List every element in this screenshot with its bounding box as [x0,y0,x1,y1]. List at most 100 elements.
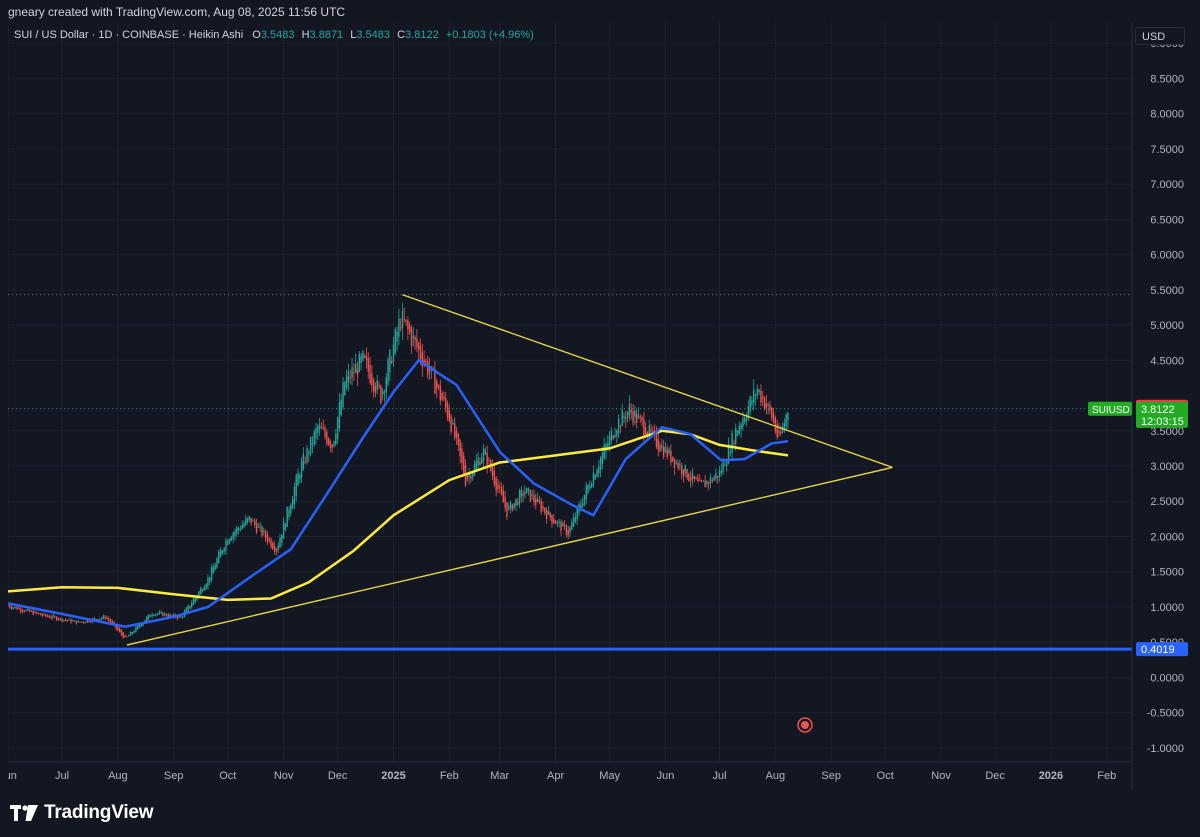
y-tick-label: 2.0000 [1150,531,1184,543]
descending-trendline [402,294,893,469]
candle-body [749,396,751,413]
candle-body [176,616,179,619]
candle-body [765,403,768,408]
candle-body [151,614,153,617]
candle-body [279,537,281,548]
candle-body [653,430,656,433]
y-tick-label: -0.5000 [1147,708,1184,720]
x-tick-label: Jul [55,770,69,782]
candle-body [317,426,319,433]
candle-body [632,410,634,423]
candle-body [545,510,548,519]
x-tick-label: Dec [328,770,348,782]
candle-body [641,417,643,421]
candle-body [608,435,611,446]
candle-body [693,475,695,479]
candle-body [198,591,200,598]
tradingview-logo[interactable]: TradingView [10,801,154,825]
candle-body [322,427,324,429]
candle-body [587,484,589,493]
candle-body [155,613,157,616]
candle-body [599,457,602,470]
candle-body [502,490,505,503]
candle-body [704,480,706,488]
candle-body [538,500,541,503]
candle-body [227,540,229,546]
candle-body [245,518,247,526]
candle-body [437,384,440,387]
candle-body [637,415,640,419]
price-label-bg [1136,642,1188,657]
y-tick-label: 8.0000 [1150,109,1184,121]
candle-body [81,621,83,623]
candle-body [93,618,96,621]
price-axis[interactable]: 9.00008.50008.00007.50007.00006.50006.00… [1147,38,1184,755]
candle-body [84,622,87,624]
candle-body [255,522,258,533]
symbol-legend[interactable]: SUI / US Dollar · 1D · COINBASE · Heikin… [14,29,538,41]
candle-body [356,368,359,376]
x-tick-label: 2026 [1039,770,1063,782]
currency-selector[interactable]: USD [1135,27,1185,45]
price-chart[interactable]: 9.00008.50008.00007.50007.00006.50006.00… [8,22,1192,789]
close-label: C [397,29,406,41]
candle-body [639,416,641,418]
candle-body [504,496,506,508]
candle-body [756,388,759,396]
candle-body [331,444,333,448]
candle-body [668,448,670,454]
candle-body [18,608,20,610]
candle-body [457,433,460,446]
candle-body [43,613,45,615]
candle-body [347,371,350,383]
candle-body [64,619,67,621]
candle-body [153,615,155,617]
candle-body [140,624,142,627]
candle-body [513,503,515,508]
candle-body [306,447,308,462]
candle-body [12,607,15,609]
candle-body [297,473,299,486]
candle-body [553,519,555,524]
candle-body [28,609,31,612]
candle-body [326,432,328,445]
candle-body [511,505,514,511]
candle-body [201,589,204,592]
candle-body [771,407,773,419]
candle-body [684,465,686,473]
candle-body [736,430,739,436]
time-axis[interactable]: Jun Jul Aug Sep Oct Nov Dec 2025 Feb Mar Apr May Jun… [8,770,1116,782]
event-flag-dot [801,721,809,729]
candle-body [272,543,274,549]
x-tick-label: Aug [766,770,786,782]
candle-body [735,428,737,444]
candle-body [16,607,18,610]
candle-body [281,534,283,543]
candle-body [448,410,451,422]
event-flag-icon[interactable] [797,717,813,733]
candle-body [598,466,600,474]
candle-body [236,527,238,534]
candle-body [263,530,265,532]
candle-body [468,474,470,478]
candle-body [109,619,112,624]
candle-body [740,424,742,430]
candle-body [589,485,591,489]
x-tick-label: Aug [108,770,128,782]
candle-body [603,445,605,459]
candles [8,302,789,639]
candle-body [133,630,135,633]
candle-body [625,417,627,420]
candle-body [726,461,728,466]
chart-area[interactable]: 9.00008.50008.00007.50007.00006.50006.00… [8,22,1192,789]
candle-body [675,462,677,464]
candle-body [403,319,405,321]
candle-body [754,394,757,396]
candle-body [463,455,465,476]
candle-body [50,616,52,619]
candle-body [99,618,101,620]
candle-body [300,461,303,478]
candle-body [187,605,189,611]
candle-body [646,432,649,437]
candle-body [365,356,368,360]
